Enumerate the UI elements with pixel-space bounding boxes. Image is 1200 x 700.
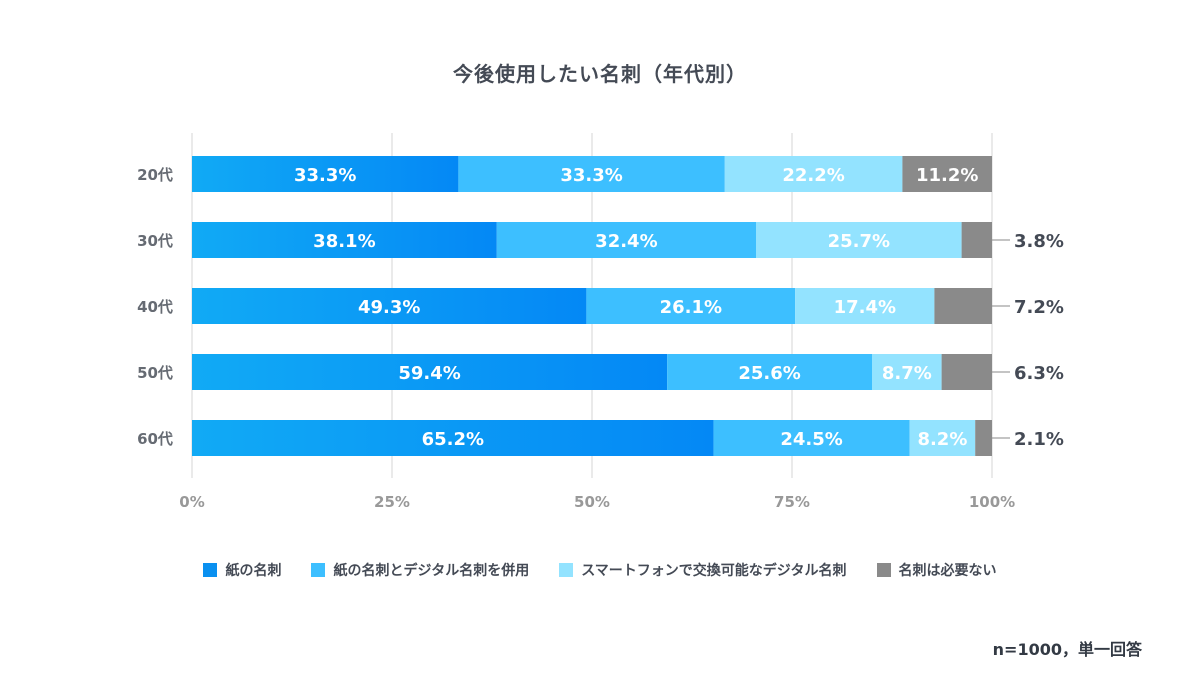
bar-segment [872,354,942,390]
bar-segment [192,420,714,456]
legend-label: 紙の名刺とデジタル名刺を併用 [333,563,530,579]
footnote: n=1000，単一回答 [992,640,1142,659]
bar-segment [909,420,976,456]
data-label: 33.3% [560,165,622,186]
bar-segment [496,222,756,258]
chart-legend: 紙の名刺 紙の名刺とデジタル名刺を併用 スマートフォンで交換可能なデジタル名刺 名刺は… [0,560,1200,580]
legend-label: 名刺は必要ない [898,563,997,579]
data-label: 25.6% [738,363,800,384]
x-tick-label: 50% [574,493,610,511]
legend-swatch [876,563,891,577]
data-label: 32.4% [595,231,657,252]
legend-swatch [311,563,326,577]
bar-segment [192,156,459,192]
legend-label: 紙の名刺 [225,563,282,579]
data-label: 17.4% [834,297,896,318]
bar-segment [902,156,992,192]
data-label: 25.7% [828,231,890,252]
chart-title: 今後使用したい名刺（年代別） [453,62,747,86]
bar-segment [458,156,725,192]
bar-segment [975,420,992,456]
bar-segment [667,354,872,390]
bar-segment [192,288,587,324]
data-label-outside: 2.1% [1014,429,1064,450]
data-label: 26.1% [660,297,722,318]
bar-segment [795,288,935,324]
data-label-outside: 3.8% [1014,231,1064,252]
data-label: 8.2% [917,429,967,450]
data-label: 24.5% [780,429,842,450]
legend-swatch [203,563,218,577]
data-label: 11.2% [916,165,978,186]
data-label: 22.2% [782,165,844,186]
bar-segment [192,222,497,258]
data-label: 49.3% [358,297,420,318]
data-label: 38.1% [313,231,375,252]
bar-segment [586,288,796,324]
data-label: 65.2% [422,429,484,450]
legend-label: スマートフォンで交換可能なデジタル名刺 [581,563,847,579]
x-tick-label: 25% [374,493,410,511]
bar-segment [724,156,903,192]
legend-item: スマートフォンで交換可能なデジタル名刺 [559,560,847,580]
bar-segment [713,420,910,456]
data-label: 8.7% [882,363,932,384]
category-label: 30代 [137,232,173,250]
category-label: 50代 [137,364,173,382]
legend-item: 名刺は必要ない [876,560,997,580]
x-tick-label: 0% [179,493,204,511]
data-label: 59.4% [398,363,460,384]
bar-segment [941,354,992,390]
bar-segment [192,354,668,390]
category-label: 60代 [137,430,173,448]
data-label-outside: 6.3% [1014,363,1064,384]
bar-segment [756,222,962,258]
x-tick-label: 75% [774,493,810,511]
legend-item: 紙の名刺とデジタル名刺を併用 [311,560,529,580]
bar-segment [934,288,992,324]
legend-swatch [559,563,574,577]
category-label: 20代 [137,166,173,184]
data-label-outside: 7.2% [1014,297,1064,318]
category-label: 40代 [137,298,173,316]
legend-item: 紙の名刺 [203,560,281,580]
x-tick-label: 100% [969,493,1015,511]
bar-segment [961,222,992,258]
data-label: 33.3% [294,165,356,186]
